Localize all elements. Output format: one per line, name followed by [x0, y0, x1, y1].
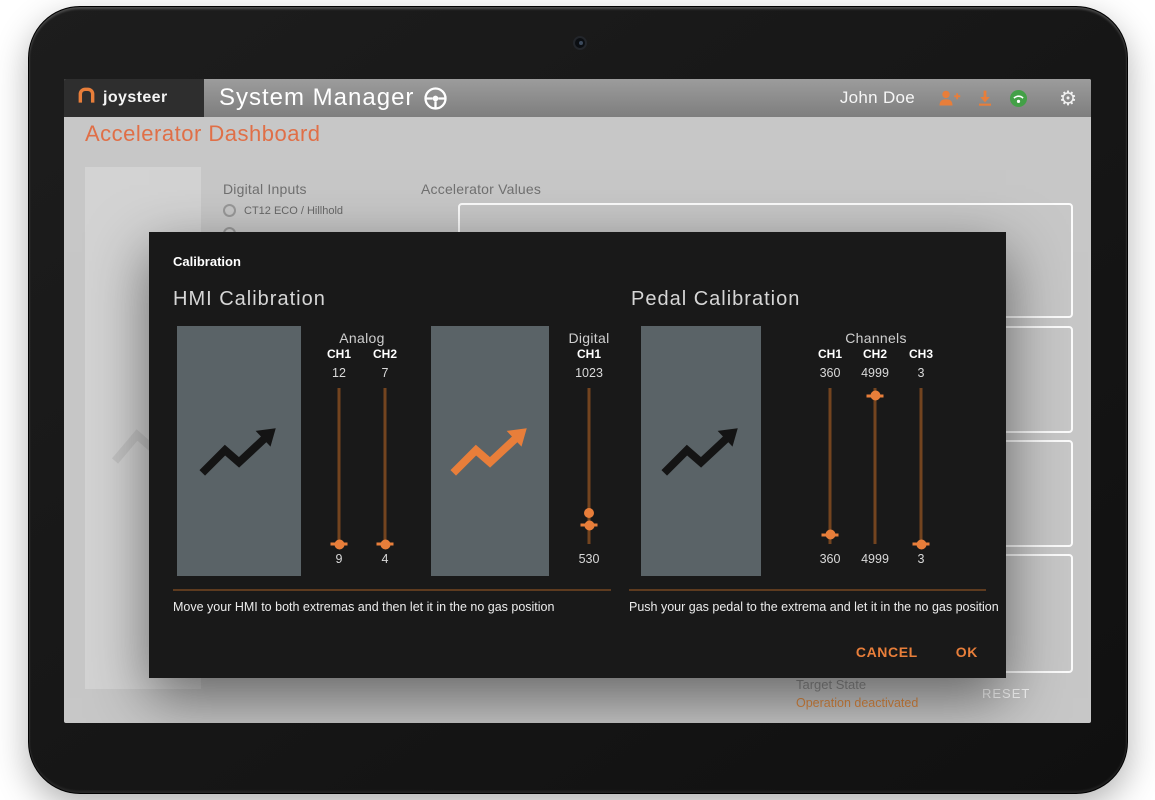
slider-thumb[interactable] [821, 533, 839, 537]
download-icon[interactable] [976, 89, 994, 107]
channel-name: CH1 [326, 347, 351, 361]
channel-max-value: 7 [381, 366, 389, 380]
slider-thumb[interactable] [912, 542, 930, 546]
channel-max-value: 4999 [861, 366, 889, 380]
pedal-instruction: Push your gas pedal to the extrema and l… [629, 600, 999, 614]
channel-max-value: 1023 [575, 366, 603, 380]
hmi-instruction: Move your HMI to both extremas and then … [173, 600, 555, 614]
screen: joysteer System Manager John Doe [64, 79, 1091, 723]
cancel-button[interactable]: CANCEL [855, 644, 918, 660]
slider-thumb[interactable] [376, 542, 394, 546]
hmi-divider [173, 589, 611, 591]
channel-min-value: 4 [381, 552, 389, 566]
slider-track [919, 388, 923, 544]
channel-min-value: 9 [335, 552, 343, 566]
channel-min-value: 3 [917, 552, 925, 566]
slider-thumb[interactable] [866, 394, 884, 398]
channel-slider[interactable] [912, 388, 930, 546]
trend-arrow-icon [450, 428, 527, 476]
slider-marker-dot [584, 507, 594, 518]
slider-thumb[interactable] [330, 542, 348, 546]
front-camera [573, 36, 587, 50]
channel-max-value: 3 [917, 366, 925, 380]
header-right: John Doe [840, 88, 1091, 108]
channel-slider[interactable] [866, 388, 884, 544]
connection-status-icon[interactable] [1009, 89, 1028, 108]
channel-column: CH1 1023 530 [566, 347, 612, 566]
channel-name: CH1 [576, 347, 601, 361]
steering-wheel-icon [423, 86, 448, 111]
channel-slider[interactable] [821, 388, 839, 544]
channel-max-value: 360 [819, 366, 841, 380]
channel-name: CH1 [817, 347, 842, 361]
slider-track [828, 388, 832, 544]
channel-slider[interactable] [376, 388, 394, 546]
hmi-calibration-title: HMI Calibration [173, 288, 326, 310]
channel-column: CH2 4999 4999 [852, 347, 898, 566]
channel-min-value: 4999 [861, 552, 889, 566]
trend-arrow-icon [661, 428, 738, 476]
app-title: System Manager [219, 84, 415, 111]
app-header: joysteer System Manager John Doe [64, 79, 1091, 117]
slider-thumb[interactable] [580, 523, 598, 527]
target-state-value: Operation deactivated [796, 696, 919, 710]
channel-column: CH2 7 4 [362, 347, 408, 566]
tablet-frame: joysteer System Manager John Doe [28, 6, 1128, 794]
channel-column: CH1 360 360 [807, 347, 853, 566]
accelerator-values-label: Accelerator Values [421, 181, 542, 197]
channel-slider[interactable] [580, 388, 598, 544]
channel-min-value: 530 [578, 552, 600, 566]
channels-group-label: Channels [845, 330, 907, 346]
dialog-title: Calibration [173, 254, 241, 269]
radio-icon[interactable] [223, 204, 236, 217]
analog-group-label: Analog [339, 330, 385, 346]
dialog-actions: CANCEL OK [856, 644, 978, 660]
user-name: John Doe [839, 88, 916, 107]
radio-option-ct12[interactable]: CT12 ECO / Hillhold [223, 204, 343, 217]
logo-block: joysteer [64, 79, 204, 117]
settings-gear-icon[interactable]: ⚙ [1059, 86, 1077, 110]
reset-button[interactable]: RESET [982, 686, 1031, 701]
channel-min-value: 360 [819, 552, 841, 566]
target-state-label: Target State [796, 677, 867, 692]
radio-option-label: CT12 ECO / Hillhold [244, 204, 344, 217]
digital-preview-panel [431, 326, 549, 576]
channel-max-value: 12 [332, 366, 346, 380]
calibration-dialog: Calibration HMI Calibration Analog CH1 1… [149, 232, 1006, 678]
add-user-icon[interactable] [938, 89, 961, 107]
pedal-divider [629, 589, 986, 591]
channel-name: CH2 [862, 347, 887, 361]
page-title: Accelerator Dashboard [85, 121, 321, 146]
slider-track [383, 388, 387, 544]
digital-group-label: Digital [568, 330, 610, 346]
channel-slider[interactable] [330, 388, 348, 546]
digital-inputs-label: Digital Inputs [223, 181, 307, 197]
logo-text: joysteer [103, 89, 168, 106]
pedal-preview-panel [641, 326, 761, 576]
channel-name: CH3 [908, 347, 933, 361]
channel-column: CH3 3 3 [898, 347, 944, 566]
slider-track [587, 388, 591, 544]
joysteer-logo-icon [77, 86, 96, 110]
ok-button[interactable]: OK [955, 644, 978, 660]
hmi-preview-panel [177, 326, 301, 576]
slider-track [337, 388, 341, 544]
slider-track [873, 388, 877, 544]
channel-column: CH1 12 9 [316, 347, 362, 566]
pedal-calibration-title: Pedal Calibration [631, 288, 801, 310]
channel-name: CH2 [372, 347, 397, 361]
trend-arrow-icon [199, 428, 276, 476]
